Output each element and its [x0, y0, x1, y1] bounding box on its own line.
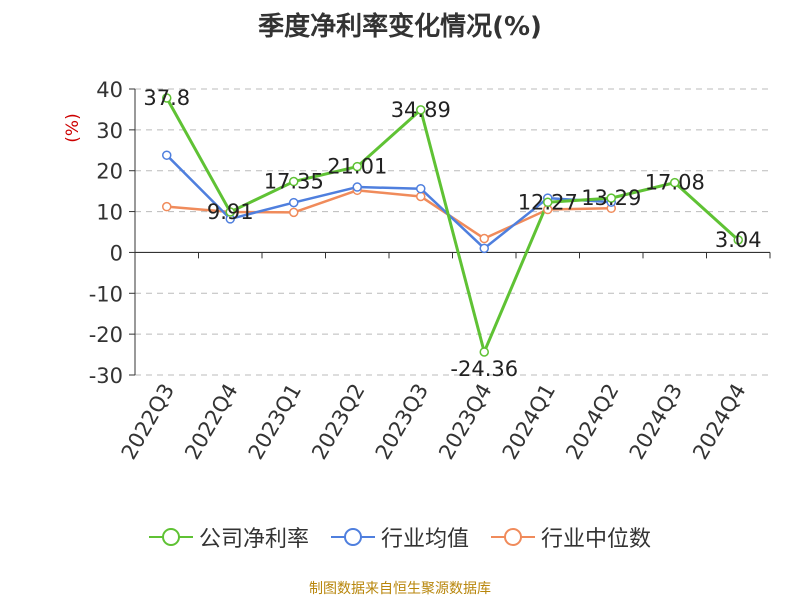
x-tick-label: 2023Q2 [307, 380, 369, 464]
point-company [733, 235, 743, 245]
legend-marker-industry-avg [330, 528, 375, 546]
y-tick-label: -20 [89, 323, 123, 347]
data-label: 13.29 [581, 186, 641, 210]
point-company [225, 207, 235, 217]
point-company [416, 105, 426, 115]
data-label: -24.36 [450, 357, 518, 381]
series-lines [165, 97, 740, 354]
point-industry_median [162, 201, 172, 212]
point-industry_avg [162, 150, 172, 160]
data-label: 3.04 [715, 228, 762, 252]
x-tick-label: 2024Q2 [561, 380, 623, 464]
series-line-industry_median [166, 189, 612, 240]
data-label: 21.01 [327, 155, 387, 179]
y-tick-label: 30 [96, 119, 123, 143]
data-label: 9.91 [207, 200, 254, 224]
y-tick-label: 0 [110, 241, 123, 265]
point-industry_median [479, 233, 489, 244]
y-tick-label: 10 [96, 201, 123, 225]
x-tick-label: 2022Q4 [180, 380, 242, 464]
data-label: 17.08 [645, 171, 705, 195]
point-industry_avg [289, 197, 299, 208]
x-tick-label: 2023Q4 [434, 380, 496, 464]
series-markers [162, 93, 743, 357]
y-tick-label: -30 [89, 364, 123, 388]
point-company [543, 197, 553, 208]
point-industry_avg [352, 182, 362, 192]
legend-item-industry-median[interactable]: 行业中位数 [491, 521, 651, 553]
y-tick-label: 40 [96, 78, 123, 102]
y-tick-label: 20 [96, 160, 123, 184]
point-industry_median [289, 207, 299, 218]
point-industry_median [416, 191, 426, 202]
data-source: 制图数据来自恒生聚源数据库 [309, 581, 491, 597]
x-tick-label: 2022Q3 [117, 380, 179, 464]
legend-label-industry-median: 行业中位数 [541, 527, 652, 552]
y-axis-unit: (%) [63, 113, 83, 142]
chart-title: 季度净利率变化情况(%) [258, 12, 542, 42]
data-label: 17.35 [264, 170, 324, 194]
point-company [352, 161, 362, 172]
series-line-industry_avg [165, 154, 612, 250]
point-company [162, 93, 172, 103]
x-tick-label: 2023Q1 [244, 380, 306, 464]
legend-item-industry-avg[interactable]: 行业均值 [330, 521, 469, 553]
point-company [606, 193, 616, 203]
legend-item-company[interactable]: 公司净利率 [148, 521, 309, 553]
legend-label-company: 公司净利率 [198, 527, 309, 552]
legend: 公司净利率 行业均值 行业中位数 [0, 522, 800, 552]
x-tick-label: 2024Q1 [498, 380, 560, 464]
point-company [479, 347, 489, 357]
data-label: 34.89 [391, 98, 451, 122]
point-industry_avg [479, 243, 489, 254]
point-industry_avg [416, 183, 426, 194]
x-tick-label: 2024Q3 [625, 380, 687, 464]
x-tick-label: 2023Q3 [371, 380, 433, 464]
data-label: 37.8 [143, 86, 190, 110]
data-label: 12.27 [518, 190, 578, 214]
legend-label-industry-avg: 行业均值 [380, 527, 469, 552]
y-tick-label: -10 [89, 282, 123, 306]
point-company [289, 176, 299, 187]
legend-marker-company [148, 528, 193, 546]
grid-lines [135, 88, 770, 376]
series-line-company [165, 97, 740, 354]
x-tick-label: 2024Q4 [688, 380, 750, 464]
point-company [670, 177, 680, 188]
legend-marker-industry-median [491, 528, 535, 546]
